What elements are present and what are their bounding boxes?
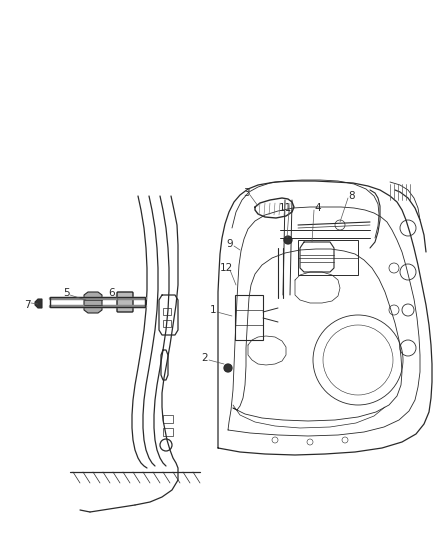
FancyBboxPatch shape — [117, 292, 133, 312]
Text: 5: 5 — [63, 288, 69, 298]
Text: 3: 3 — [243, 188, 249, 198]
Bar — [163, 428, 173, 436]
Bar — [163, 308, 171, 315]
Text: 8: 8 — [349, 191, 355, 201]
Text: 7: 7 — [24, 300, 30, 310]
Bar — [298, 240, 358, 275]
Circle shape — [224, 364, 232, 372]
Bar — [235, 295, 263, 340]
Polygon shape — [35, 299, 42, 308]
Text: 4: 4 — [314, 203, 321, 213]
Text: 12: 12 — [219, 263, 233, 273]
Circle shape — [284, 236, 292, 244]
Text: 1: 1 — [210, 305, 216, 315]
Text: 9: 9 — [227, 239, 233, 249]
Polygon shape — [84, 292, 102, 313]
Bar — [163, 415, 173, 423]
Text: 2: 2 — [201, 353, 208, 363]
Text: 6: 6 — [109, 288, 115, 298]
Bar — [163, 320, 171, 327]
Text: 11: 11 — [279, 203, 292, 213]
